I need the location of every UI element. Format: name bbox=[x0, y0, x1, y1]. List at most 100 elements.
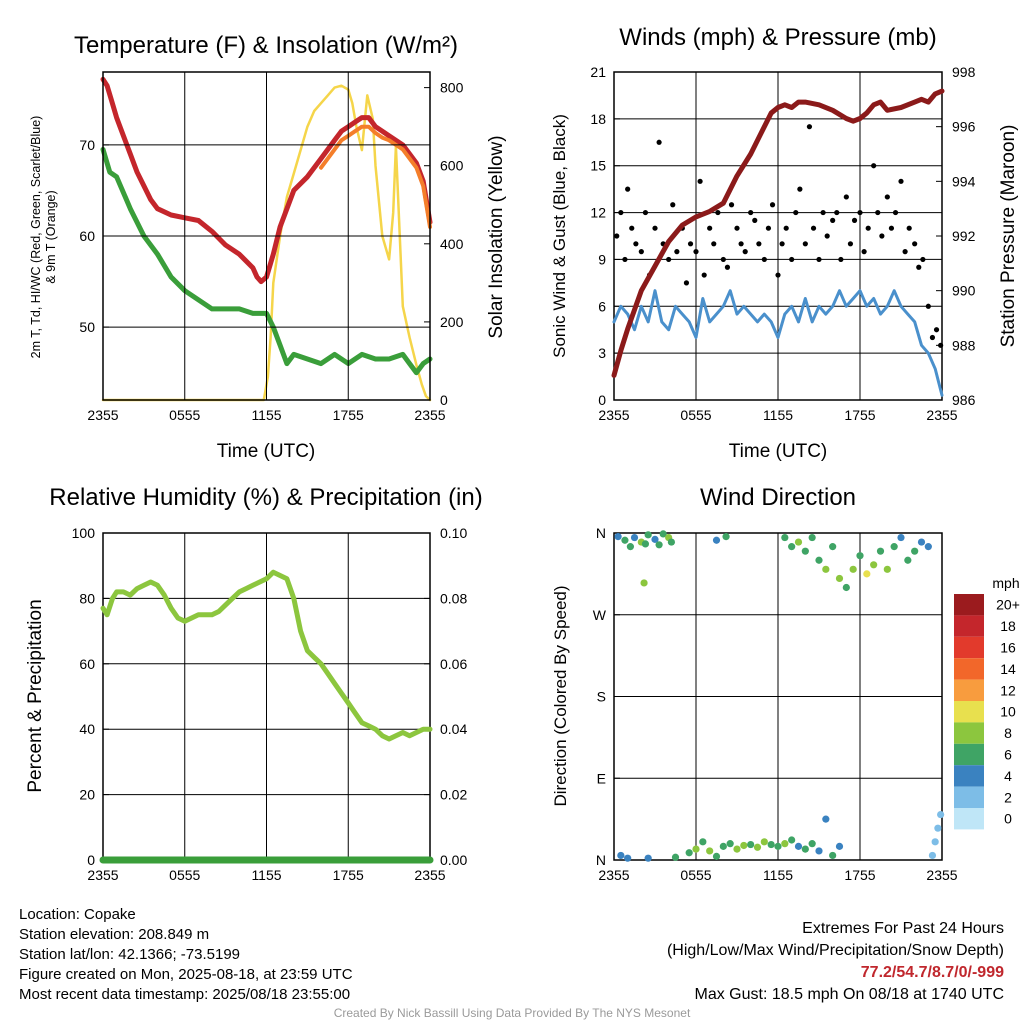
gust-point bbox=[622, 256, 628, 263]
gust-point bbox=[892, 209, 899, 216]
gust-point bbox=[810, 225, 817, 231]
gust-point bbox=[775, 272, 781, 278]
gust-point bbox=[865, 225, 871, 231]
gust-point bbox=[857, 209, 863, 216]
figure-created: Figure created on Mon, 2025-08-18, at 23… bbox=[19, 966, 353, 983]
winds-y-tick-label: 18 bbox=[590, 111, 606, 127]
wind-direction-point bbox=[876, 547, 885, 555]
wind-direction-point bbox=[794, 538, 803, 546]
station-elevation: Station elevation: 208.849 m bbox=[19, 926, 210, 943]
gust-point bbox=[765, 225, 772, 231]
gust-point bbox=[843, 194, 849, 200]
gust-point bbox=[633, 241, 639, 247]
winds-x-tick-label: 1755 bbox=[844, 407, 875, 423]
colorbar-swatch bbox=[954, 658, 984, 680]
wind-series-line bbox=[612, 289, 944, 397]
gust-point bbox=[715, 209, 721, 216]
colorbar-swatch bbox=[954, 636, 984, 659]
wind-direction-point bbox=[659, 530, 667, 538]
gust-point bbox=[666, 256, 672, 263]
wind-direction-point bbox=[640, 579, 648, 587]
temperature-y-tick-label: 60 bbox=[79, 228, 95, 244]
gust-point bbox=[642, 209, 649, 216]
gust-point bbox=[779, 241, 785, 247]
wind-direction-point bbox=[829, 543, 837, 551]
colorbar-label: 14 bbox=[1000, 661, 1016, 677]
colorbar-label: 10 bbox=[1000, 704, 1016, 720]
temperature-y-axis-label: 2m T, Td, HI/WC (Red, Green, Scarlet/Blu… bbox=[29, 116, 58, 359]
wind-direction-point bbox=[781, 840, 789, 848]
gust-point bbox=[802, 241, 808, 247]
humidity-y2-tick-label: 0.04 bbox=[440, 721, 467, 737]
extremes-values: 77.2/54.7/8.7/0/-999 bbox=[860, 964, 1004, 981]
gust-point bbox=[711, 241, 717, 247]
winds-y-tick-label: 12 bbox=[590, 205, 606, 221]
wind-direction-point bbox=[712, 536, 721, 544]
gust-point bbox=[720, 256, 726, 263]
wind-direction-point bbox=[760, 838, 768, 846]
winds-y-axis-label: Sonic Wind & Gust (Blue, Black) bbox=[550, 114, 569, 358]
temperature-y2-tick-label: 200 bbox=[440, 314, 464, 330]
gust-point bbox=[789, 256, 795, 263]
winds-y-tick-label: 21 bbox=[590, 64, 606, 80]
gust-point bbox=[861, 249, 867, 255]
humidity-y-tick-label: 80 bbox=[79, 590, 95, 606]
gust-point bbox=[693, 249, 699, 255]
gust-point bbox=[816, 256, 822, 263]
winds-plot: 2355 0555 1155 1755 235503691215182198698899… bbox=[590, 64, 975, 423]
extremes-legend: (High/Low/Max Wind/Precipitation/Snow De… bbox=[666, 942, 1004, 959]
gust-point bbox=[728, 202, 735, 208]
gust-point bbox=[629, 225, 635, 231]
wind-direction-point bbox=[617, 851, 625, 860]
wind-direction-point bbox=[630, 533, 639, 542]
wind-direction-point bbox=[801, 845, 809, 853]
winds-y2-tick-label: 988 bbox=[952, 337, 976, 353]
wind-direction-point bbox=[808, 840, 816, 848]
wind-direction-point bbox=[726, 840, 734, 848]
wind-direction-point bbox=[774, 842, 782, 850]
temperature-x-tick-label: 1755 bbox=[333, 407, 364, 423]
gust-point bbox=[938, 342, 944, 348]
humidity-y2-tick-label: 0.06 bbox=[440, 656, 467, 672]
wind-direction-point bbox=[614, 533, 622, 541]
colorbar-label: 12 bbox=[1000, 682, 1016, 698]
gust-point bbox=[888, 225, 895, 231]
colorbar-label: 4 bbox=[1004, 768, 1012, 784]
humidity-x-tick-label: 1755 bbox=[333, 867, 364, 883]
temperature-x-tick-label: 2355 bbox=[414, 407, 445, 423]
humidity-x-tick-label: 2355 bbox=[414, 867, 445, 883]
wind-direction-y-tick-label: W bbox=[593, 607, 607, 623]
wind-direction-point bbox=[849, 565, 857, 573]
wind-direction-point bbox=[733, 845, 741, 853]
wind-direction-point bbox=[706, 847, 714, 855]
wind-direction-x-tick-label: 1755 bbox=[844, 867, 875, 883]
gust-point bbox=[738, 241, 744, 247]
colorbar-label: 6 bbox=[1004, 747, 1012, 763]
gust-point bbox=[834, 209, 840, 216]
wind-direction-point bbox=[924, 543, 932, 551]
wind-direction-point bbox=[808, 533, 816, 542]
pressure-y2-axis-label: Station Pressure (Maroon) bbox=[998, 125, 1019, 348]
gust-point bbox=[748, 209, 754, 216]
humidity-y2-tick-label: 0.08 bbox=[440, 590, 467, 606]
winds-y-tick-label: 15 bbox=[590, 158, 606, 174]
gust-point bbox=[734, 225, 740, 231]
station-location: Location: Copake bbox=[19, 906, 136, 923]
wind-direction-point bbox=[722, 533, 730, 541]
wind-direction-x-tick-label: 2355 bbox=[926, 867, 957, 883]
winds-y2-tick-label: 998 bbox=[952, 64, 976, 80]
gust-point bbox=[847, 241, 854, 247]
wind-direction-point bbox=[801, 547, 809, 555]
gust-point bbox=[797, 186, 803, 192]
temperature-y2-tick-label: 400 bbox=[440, 236, 464, 252]
wind-direction-point bbox=[641, 540, 650, 548]
wind-direction-point bbox=[937, 810, 945, 819]
wind-direction-point bbox=[917, 538, 926, 546]
wind-direction-point bbox=[911, 547, 919, 555]
colorbar-swatch bbox=[954, 679, 984, 701]
gust-point bbox=[824, 233, 830, 239]
temperature-x-tick-label: 2355 bbox=[87, 407, 118, 423]
wind-direction-point bbox=[788, 543, 796, 551]
td-series-line bbox=[100, 146, 433, 376]
